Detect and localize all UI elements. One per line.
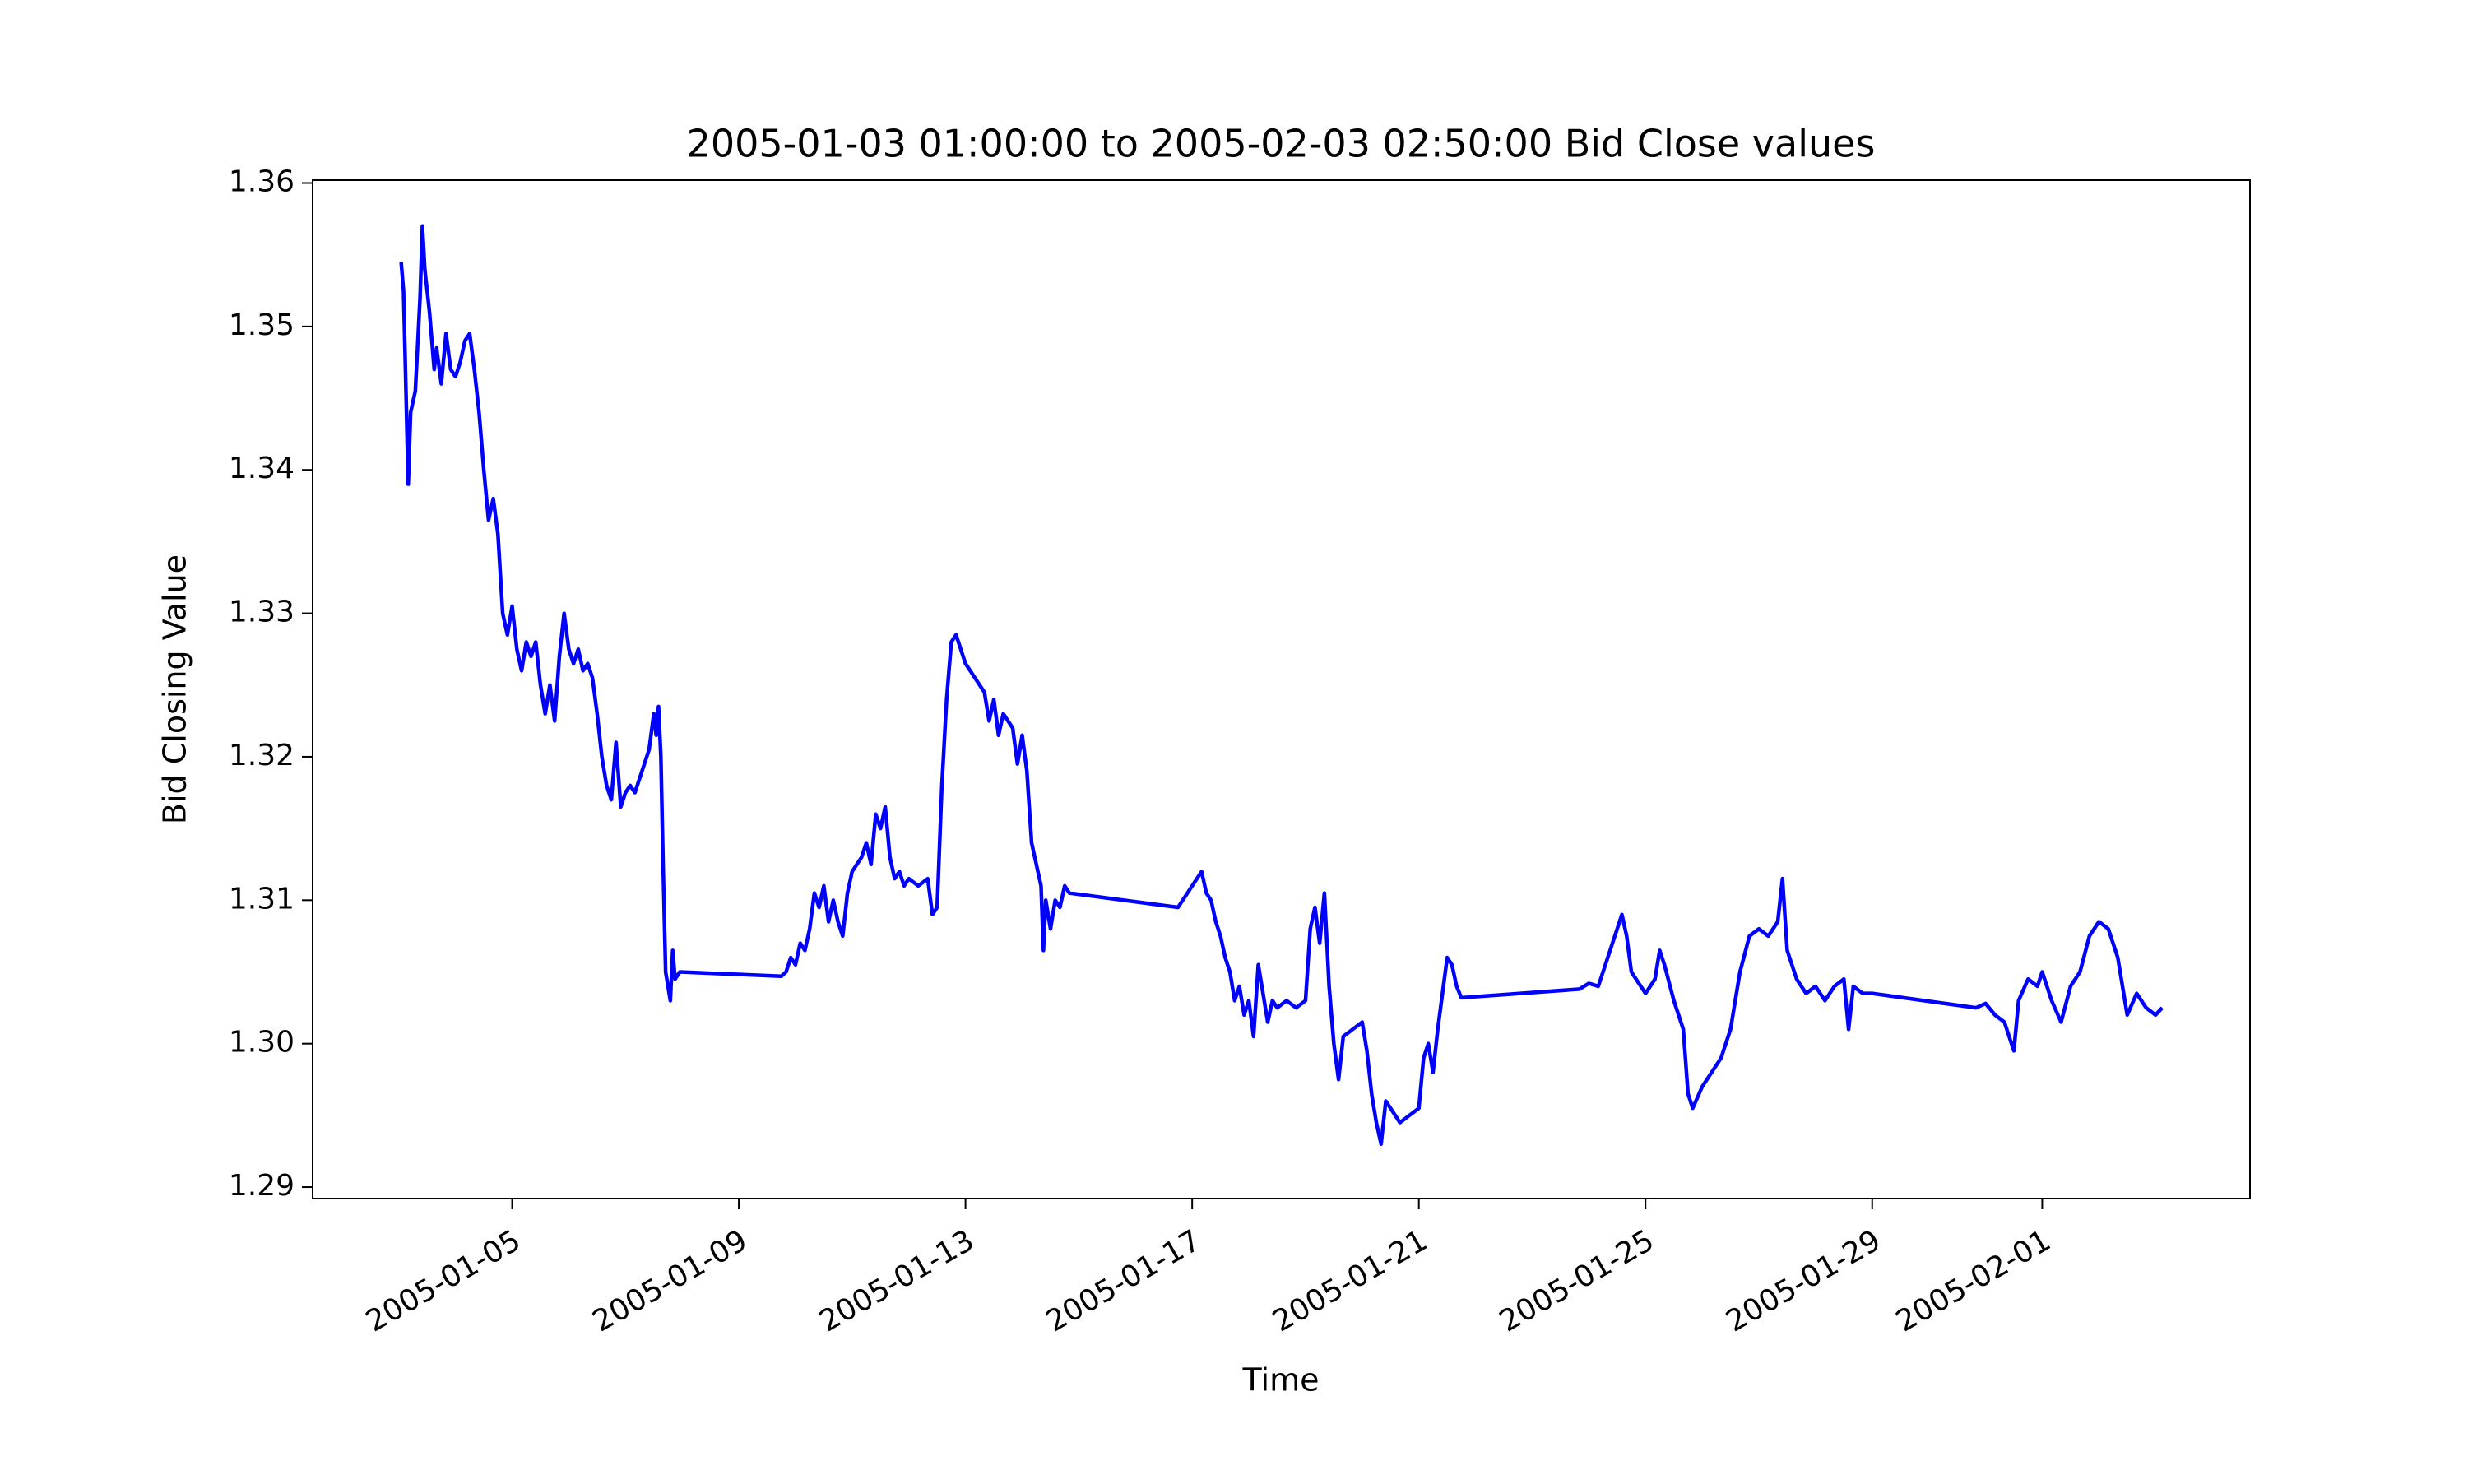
chart-title: 2005-01-03 01:00:00 to 2005-02-03 02:50:… xyxy=(687,122,1876,166)
y-axis-label: Bid Closing Value xyxy=(157,554,193,824)
x-tick-label: 2005-01-17 xyxy=(1041,1223,1207,1338)
plot-frame xyxy=(312,179,2251,1199)
x-tick-label: 2005-01-21 xyxy=(1267,1223,1433,1338)
x-tick-label: 2005-01-29 xyxy=(1720,1223,1886,1338)
x-axis-label: Time xyxy=(1242,1362,1320,1398)
y-tick-label: 1.34 xyxy=(229,452,295,485)
x-tick-label: 2005-01-13 xyxy=(814,1223,980,1338)
line-series xyxy=(399,224,2164,1146)
x-tick-label: 2005-01-05 xyxy=(360,1223,527,1338)
y-tick-label: 1.36 xyxy=(229,165,295,198)
x-tick-label: 2005-02-01 xyxy=(1890,1223,2057,1338)
y-tick-label: 1.29 xyxy=(229,1169,295,1203)
y-tick-label: 1.30 xyxy=(229,1026,295,1060)
y-tick-label: 1.33 xyxy=(229,596,295,629)
x-tick-label: 2005-01-09 xyxy=(587,1223,754,1338)
x-tick-label: 2005-01-25 xyxy=(1494,1223,1660,1338)
y-tick-label: 1.35 xyxy=(229,308,295,342)
y-tick-label: 1.32 xyxy=(229,739,295,772)
y-tick-label: 1.31 xyxy=(229,882,295,916)
